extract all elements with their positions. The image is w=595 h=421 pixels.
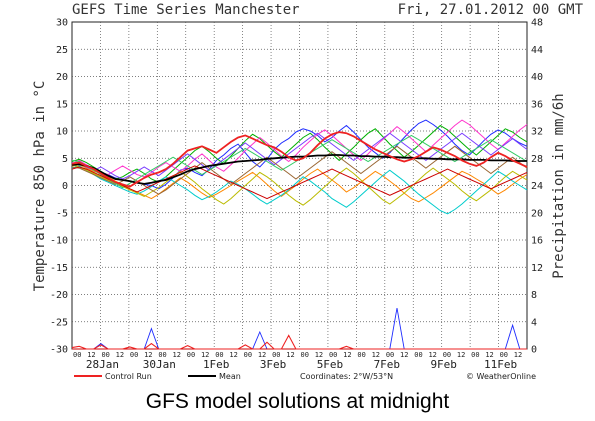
legend-coordinates: Coordinates: 2°W/53°N bbox=[300, 372, 393, 381]
left-tick-label: 20 bbox=[56, 72, 68, 83]
caption: GFS model solutions at midnight bbox=[145, 390, 450, 413]
hour-tick-label: 00 bbox=[215, 351, 223, 359]
member-series bbox=[71, 119, 528, 215]
hour-tick-label: 12 bbox=[485, 351, 493, 359]
precip-series bbox=[71, 308, 527, 350]
right-tick-label: 48 bbox=[531, 18, 543, 29]
right-axis-title: Precipitation in mm/6h bbox=[551, 93, 567, 278]
left-tick-label: -15 bbox=[50, 263, 68, 274]
temp-member-line bbox=[71, 164, 528, 203]
right-tick-label: 12 bbox=[531, 263, 543, 274]
hour-tick-label: 12 bbox=[457, 351, 465, 359]
right-tick-label: 40 bbox=[531, 72, 543, 83]
temp-member-line bbox=[71, 119, 528, 190]
hour-tick-label: 00 bbox=[443, 351, 451, 359]
left-tick-label: 30 bbox=[56, 18, 68, 29]
hour-tick-label: 00 bbox=[500, 351, 508, 359]
hour-tick-label: 00 bbox=[414, 351, 422, 359]
plot-area bbox=[71, 21, 528, 350]
date-tick-label: 7Feb bbox=[374, 358, 401, 371]
right-tick-label: 0 bbox=[531, 345, 537, 356]
hour-tick-label: 12 bbox=[372, 351, 380, 359]
hour-tick-label: 12 bbox=[258, 351, 266, 359]
legend-credit: © WeatherOnline bbox=[466, 372, 536, 381]
right-tick-label: 8 bbox=[531, 290, 537, 301]
right-tick-label: 36 bbox=[531, 99, 543, 110]
hour-tick-label: 12 bbox=[229, 351, 237, 359]
hour-tick-label: 12 bbox=[173, 351, 181, 359]
right-tick-label: 44 bbox=[531, 45, 543, 56]
hour-tick-label: 00 bbox=[130, 351, 138, 359]
left-tick-label: 25 bbox=[56, 45, 68, 56]
left-tick-label: 15 bbox=[56, 99, 68, 110]
date-tick-label: 3Feb bbox=[260, 358, 287, 371]
hour-tick-label: 00 bbox=[272, 351, 280, 359]
chart-title: GEFS Time Series Manchester bbox=[72, 2, 300, 18]
hour-tick-label: 00 bbox=[471, 351, 479, 359]
hour-tick-label: 12 bbox=[286, 351, 294, 359]
date-tick-label: 28Jan bbox=[86, 358, 119, 371]
temp-member-line bbox=[71, 165, 528, 215]
hour-tick-label: 12 bbox=[315, 351, 323, 359]
hour-tick-label: 00 bbox=[158, 351, 166, 359]
date-tick-label: 1Feb bbox=[203, 358, 230, 371]
temp-control-line bbox=[71, 131, 528, 188]
left-tick-label: -25 bbox=[50, 317, 68, 328]
right-tick-label: 16 bbox=[531, 236, 543, 247]
left-tick-label: 0 bbox=[62, 181, 68, 192]
left-tick-label: -10 bbox=[50, 236, 68, 247]
run-date: Fri, 27.01.2012 00 GMT bbox=[397, 2, 583, 18]
right-tick-label: 4 bbox=[531, 317, 537, 328]
hour-tick-label: 12 bbox=[514, 351, 522, 359]
left-tick-label: -30 bbox=[50, 345, 68, 356]
hour-tick-label: 12 bbox=[400, 351, 408, 359]
right-tick-label: 28 bbox=[531, 154, 543, 165]
date-tick-label: 11Feb bbox=[484, 358, 517, 371]
date-tick-label: 30Jan bbox=[143, 358, 176, 371]
date-tick-label: 5Feb bbox=[317, 358, 344, 371]
hour-tick-label: 12 bbox=[428, 351, 436, 359]
temp-mean-line bbox=[71, 154, 527, 185]
left-tick-label: -20 bbox=[50, 290, 68, 301]
right-tick-label: 24 bbox=[531, 181, 543, 192]
legend-control-label: Control Run bbox=[105, 372, 152, 381]
hour-tick-label: 12 bbox=[116, 351, 124, 359]
legend-mean-label: Mean bbox=[219, 372, 241, 381]
temp-member-line bbox=[71, 164, 528, 206]
left-tick-label: 10 bbox=[56, 127, 68, 138]
right-tick-label: 20 bbox=[531, 208, 543, 219]
grid-lines bbox=[72, 22, 527, 349]
hour-tick-label: 12 bbox=[343, 351, 351, 359]
hour-tick-label: 00 bbox=[244, 351, 252, 359]
right-tick-label: 32 bbox=[531, 127, 543, 138]
date-tick-label: 9Feb bbox=[430, 358, 457, 371]
hour-tick-label: 00 bbox=[301, 351, 309, 359]
hour-tick-label: 00 bbox=[386, 351, 394, 359]
temp-member-line bbox=[71, 165, 528, 200]
hour-tick-label: 12 bbox=[87, 351, 95, 359]
legend: Control Run Mean Coordinates: 2°W/53°N © We… bbox=[74, 372, 536, 381]
hour-tick-label: 12 bbox=[201, 351, 209, 359]
precip-control-line bbox=[71, 334, 527, 350]
x-axis-ticks: 00 12 00 12 00 12 00 12 00 12 00 12 00 12 00 12 00 12 00 12… bbox=[73, 351, 522, 371]
hour-tick-label: 00 bbox=[357, 351, 365, 359]
left-tick-label: -5 bbox=[56, 208, 68, 219]
hour-tick-label: 00 bbox=[187, 351, 195, 359]
left-axis-title: Temperature 850 hPa in °C bbox=[32, 81, 48, 292]
temp-member-line bbox=[71, 132, 528, 180]
hour-tick-label: 12 bbox=[144, 351, 152, 359]
hour-tick-label: 00 bbox=[101, 351, 109, 359]
hour-tick-label: 00 bbox=[73, 351, 81, 359]
hour-tick-label: 00 bbox=[329, 351, 337, 359]
left-tick-label: 5 bbox=[62, 154, 68, 165]
temp-member-line bbox=[71, 119, 528, 178]
left-axis-ticks: -30 -25 -20 -15 -10 -5 0 5 10 15 20 25 30 bbox=[50, 18, 68, 356]
